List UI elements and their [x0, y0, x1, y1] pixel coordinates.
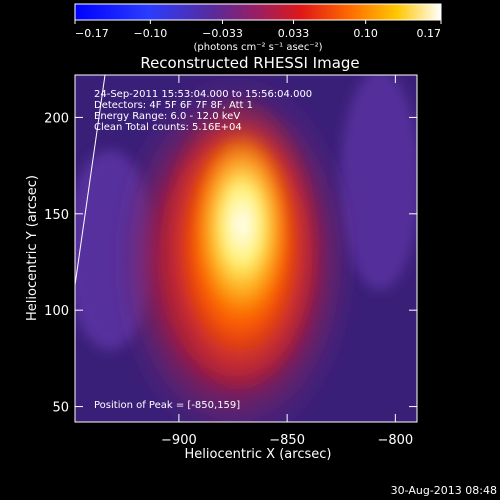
x-tick-label: −850	[269, 433, 305, 448]
colorbar-tick-label: −0.033	[202, 27, 243, 40]
y-tick-label: 50	[52, 401, 69, 416]
plot-frame	[74, 74, 418, 423]
heatmap-region-purple-right	[340, 75, 417, 290]
timestamp: 30-Aug-2013 08:48	[391, 484, 497, 497]
x-tick-label: −800	[377, 433, 413, 448]
heatmap-image	[75, 75, 417, 422]
limb-line	[75, 75, 106, 286]
colorbar-tick-label: 0.10	[353, 27, 378, 40]
colorbar-tick-label: 0.033	[278, 27, 310, 40]
heatmap-region-core	[194, 130, 290, 320]
x-tick-label: −900	[161, 433, 197, 448]
colorbar-tick-label: −0.17	[75, 27, 109, 40]
colorbar-tick-label: 0.17	[417, 27, 442, 40]
colorbar-ticks: −0.17 −0.10 −0.033 0.033 0.10 0.17	[74, 20, 442, 40]
y-tick-label: 150	[44, 208, 69, 223]
colorbar	[74, 3, 442, 21]
annotation-energy: Energy Range: 6.0 - 12.0 keV	[94, 111, 240, 122]
colorbar-unit-label: (photons cm⁻² s⁻¹ asec⁻²)	[193, 42, 322, 53]
annotation-time: 24-Sep-2011 15:53:04.000 to 15:56:04.000	[94, 89, 312, 100]
y-tick-label: 100	[44, 304, 69, 319]
y-axis-ticks: 50 100 150 200	[44, 111, 417, 416]
chart-title: Reconstructed RHESSI Image	[140, 54, 359, 72]
annotation-peak: Position of Peak = [-850,159]	[94, 400, 240, 411]
x-axis-ticks: −900 −850 −800	[161, 75, 413, 448]
x-axis-label: Heliocentric X (arcsec)	[185, 447, 332, 462]
y-axis-label: Heliocentric Y (arcsec)	[25, 175, 40, 321]
annotation-detectors: Detectors: 4F 5F 6F 7F 8F, Att 1	[94, 100, 253, 111]
annotation-clean: Clean Total counts: 5.16E+04	[94, 122, 242, 133]
colorbar-tick-label: −0.10	[133, 27, 167, 40]
y-tick-label: 200	[44, 111, 69, 126]
